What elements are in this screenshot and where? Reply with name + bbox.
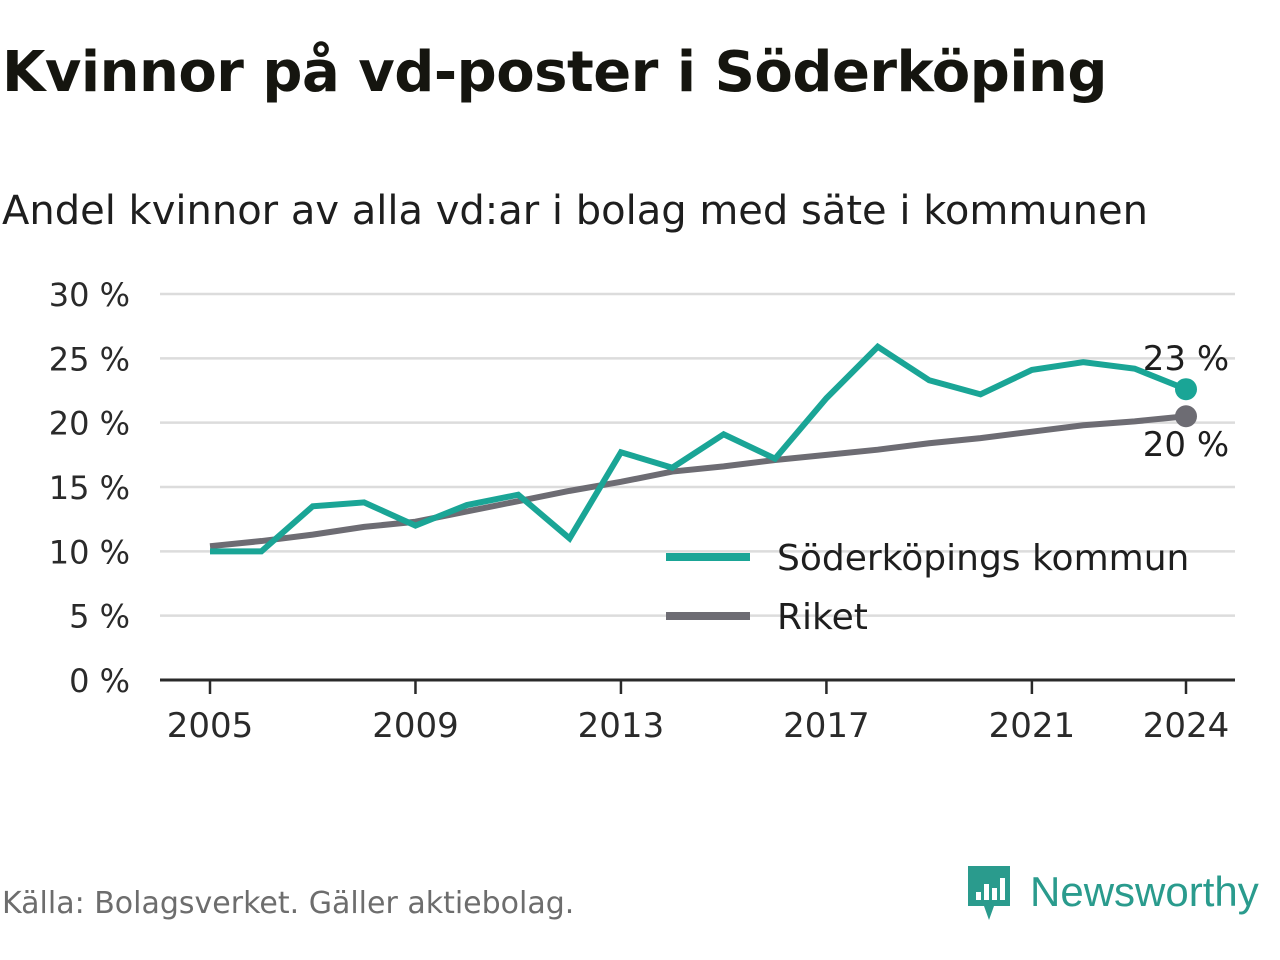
y-tick-label: 5 % [69, 598, 130, 636]
y-tick-label: 15 % [49, 469, 130, 507]
x-tick-label: 2013 [578, 706, 665, 746]
line-chart: 0 % 5 % 10 % 15 % 20 % 25 % 30 % 2005 2009 2013 20… [49, 276, 1235, 746]
legend-label-soderkoping: Söderköpings kommun [777, 538, 1189, 579]
y-tick-label: 0 % [69, 662, 130, 700]
source-note: Källa: Bolagsverket. Gäller aktiebolag. [2, 886, 575, 921]
newsworthy-logo-icon [968, 866, 1010, 920]
brand: Newsworthy [964, 862, 1259, 922]
y-tick-label: 10 % [49, 533, 130, 571]
end-point-riket [1175, 405, 1197, 428]
legend-label-riket: Riket [777, 597, 868, 638]
y-tick-label: 20 % [49, 405, 130, 443]
brand-name: Newsworthy [1030, 868, 1259, 915]
end-label-riket: 20 % [1143, 425, 1229, 465]
end-point-soderkoping [1175, 378, 1197, 401]
x-tick-label: 2009 [372, 706, 459, 746]
x-tick-label: 2017 [783, 706, 870, 746]
x-tick-label: 2024 [1143, 706, 1230, 746]
series-line-soderkoping [210, 342, 1188, 555]
chart-subtitle: Andel kvinnor av alla vd:ar i bolag med … [2, 188, 1148, 234]
x-tick-label: 2021 [989, 706, 1076, 746]
chart-title: Kvinnor på vd-poster i Söderköping [2, 40, 1108, 105]
x-tick-label: 2005 [167, 706, 254, 746]
y-tick-label: 30 % [49, 276, 130, 314]
end-label-soderkoping: 23 % [1143, 339, 1229, 379]
series-line-riket [209, 413, 1187, 550]
y-tick-label: 25 % [49, 340, 130, 378]
